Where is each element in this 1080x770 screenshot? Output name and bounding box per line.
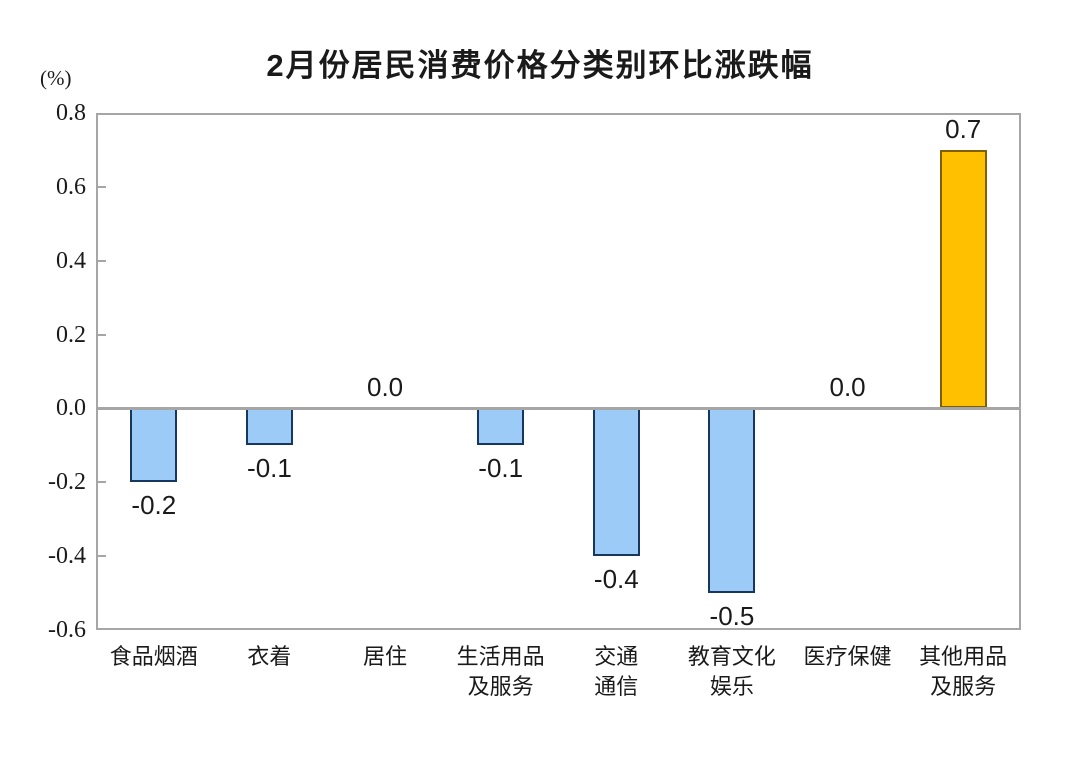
- bar-value-label: -0.2: [131, 490, 177, 521]
- y-tick-label: -0.4: [48, 543, 86, 570]
- bar: [708, 408, 756, 594]
- y-tick-label: 0.6: [56, 173, 86, 200]
- y-tick-label: -0.6: [48, 617, 86, 643]
- category-label-line: 娱乐: [709, 674, 754, 699]
- category-label-line: 衣着: [247, 644, 292, 669]
- bar-value-label: -0.4: [593, 564, 639, 595]
- category-label-line: 交通: [594, 644, 639, 669]
- y-tick-label: 0.4: [56, 247, 86, 274]
- category-label-line: 通信: [594, 674, 639, 699]
- bar: [477, 408, 525, 446]
- y-axis-unit-label: (%): [40, 66, 72, 90]
- category-label-line: 食品烟酒: [109, 644, 198, 669]
- category-label-line: 及服务: [467, 674, 534, 699]
- bar: [939, 149, 987, 409]
- y-tick-label: -0.2: [48, 469, 86, 496]
- category-label-line: 生活用品: [456, 644, 545, 669]
- bar-value-label: -0.5: [709, 601, 755, 632]
- chart-title: 2月份居民消费价格分类别环比涨跌幅: [266, 48, 814, 83]
- bar-value-label: -0.1: [247, 453, 292, 484]
- category-label: 其他用品 及服务: [893, 642, 1033, 702]
- category-label-line: 教育文化: [687, 644, 776, 669]
- category-label-line: 其他用品: [919, 644, 1008, 669]
- category-label: 食品烟酒: [84, 642, 224, 672]
- y-tick-mark: [98, 481, 106, 484]
- bar-value-label: 0.0: [829, 372, 866, 403]
- y-tick-mark: [98, 185, 106, 188]
- plot-area: [96, 113, 1021, 630]
- y-tick-mark: [98, 333, 106, 336]
- category-label: 交通 通信: [546, 642, 686, 702]
- category-label-line: 及服务: [930, 674, 997, 699]
- zero-axis-line: [96, 406, 1021, 410]
- bar: [592, 408, 640, 557]
- bar: [130, 408, 178, 483]
- category-label: 医疗保健: [778, 642, 918, 672]
- bar-value-label: -0.1: [478, 453, 524, 484]
- category-label: 衣着: [199, 642, 339, 672]
- y-tick-label: 0.0: [56, 395, 86, 422]
- category-label: 居住: [315, 642, 455, 672]
- category-label-line: 居住: [363, 644, 408, 669]
- bar-value-label: 0.0: [366, 372, 404, 403]
- bar: [245, 408, 293, 446]
- y-tick-mark: [98, 259, 106, 262]
- y-tick-label: 0.8: [56, 100, 86, 126]
- y-tick-label: 0.2: [56, 321, 86, 348]
- bar-value-label: 0.7: [945, 113, 982, 144]
- category-label: 生活用品 及服务: [431, 642, 571, 702]
- category-label: 教育文化 娱乐: [662, 642, 802, 702]
- category-label-line: 医疗保健: [803, 644, 892, 669]
- y-tick-mark: [98, 555, 106, 558]
